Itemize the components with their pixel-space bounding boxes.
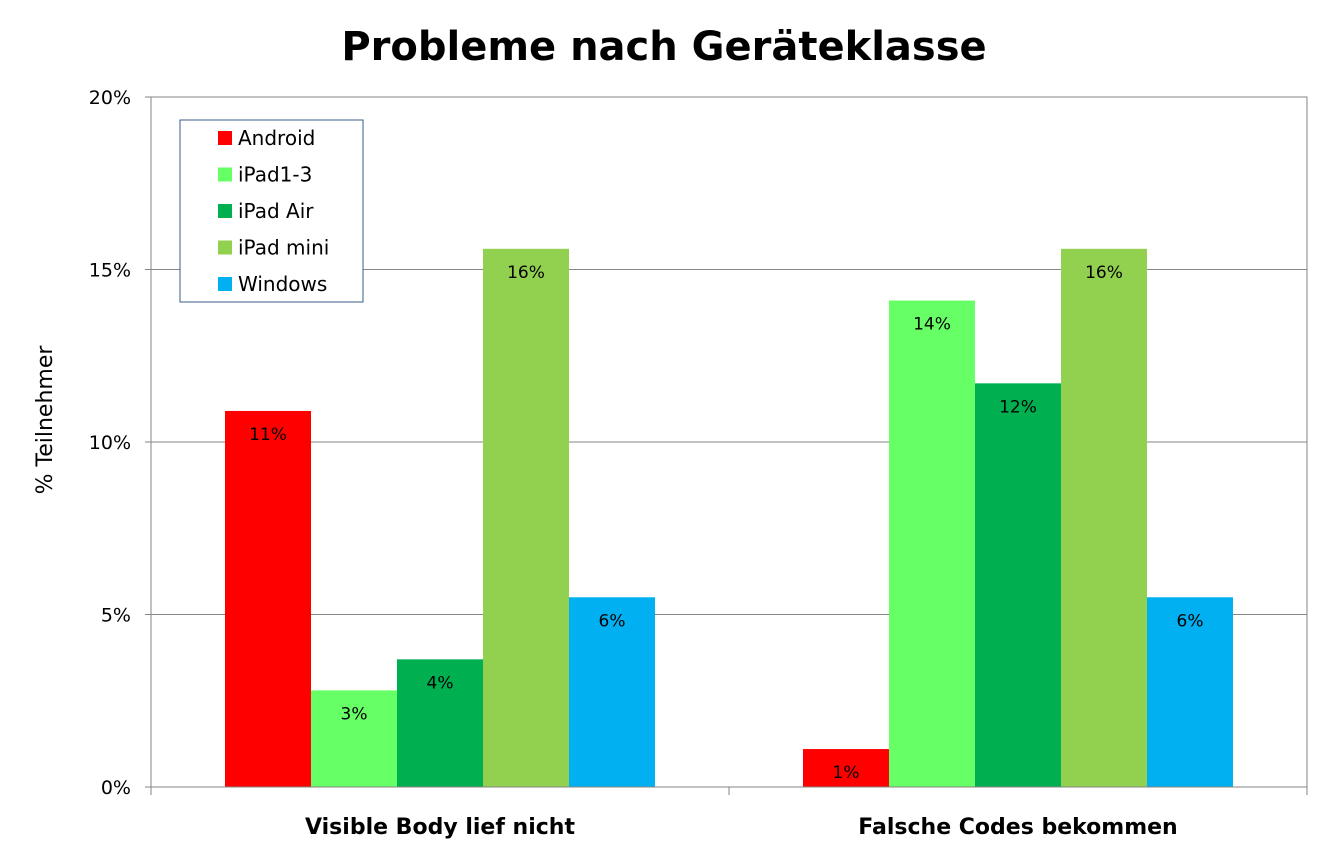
- data-label: 16%: [507, 263, 545, 283]
- data-label: 14%: [913, 315, 951, 335]
- bar: [569, 597, 655, 787]
- legend-entry: Windows: [238, 272, 327, 296]
- y-tick-label: 15%: [89, 260, 131, 282]
- legend-swatch: [218, 277, 232, 291]
- legend-entry: iPad1-3: [238, 163, 312, 187]
- y-axis-label: % Teilnehmer: [33, 345, 58, 495]
- legend: Android iPad1-3 iPad Air iPad mini Windows: [179, 119, 364, 303]
- legend-swatch: [218, 240, 232, 255]
- legend-swatch: [218, 131, 232, 145]
- data-label: 6%: [599, 611, 626, 631]
- data-label: 11%: [249, 425, 287, 445]
- legend-entry: iPad mini: [238, 236, 329, 260]
- data-label: 12%: [999, 397, 1037, 417]
- bar: [803, 749, 889, 787]
- bar: [975, 383, 1061, 787]
- axes: 0% 5% 10% 15% 20% Visible Body lief nicht Fals…: [89, 87, 1308, 840]
- y-tick-label: 0%: [101, 777, 131, 799]
- data-label: 4%: [427, 673, 454, 693]
- bar: [311, 690, 397, 787]
- legend-box: [179, 119, 364, 303]
- bar: [397, 659, 483, 787]
- bar: [483, 248, 569, 788]
- y-tick-label: 20%: [89, 87, 131, 109]
- data-label: 6%: [1177, 611, 1204, 631]
- x-category-label: Visible Body lief nicht: [305, 815, 575, 840]
- legend-swatch: [218, 167, 232, 182]
- bar: [1147, 597, 1233, 787]
- legend-entry: Android: [238, 126, 315, 150]
- bar: [1061, 248, 1147, 788]
- data-label: 16%: [1085, 263, 1123, 283]
- bars: [225, 248, 1233, 788]
- x-category-label: Falsche Codes bekommen: [858, 815, 1177, 840]
- legend-swatch: [218, 204, 232, 218]
- data-labels: 11% 3% 4% 16% 6% 1% 14% 12% 16% 6%: [249, 263, 1203, 783]
- y-tick-label: 10%: [89, 432, 131, 454]
- legend-entry: iPad Air: [238, 199, 314, 223]
- y-tick-label: 5%: [101, 605, 131, 627]
- data-label: 1%: [833, 763, 860, 783]
- chart-title: Probleme nach Geräteklasse: [341, 24, 986, 70]
- bar: [225, 410, 311, 787]
- data-label: 3%: [341, 704, 368, 724]
- bar: [889, 300, 975, 787]
